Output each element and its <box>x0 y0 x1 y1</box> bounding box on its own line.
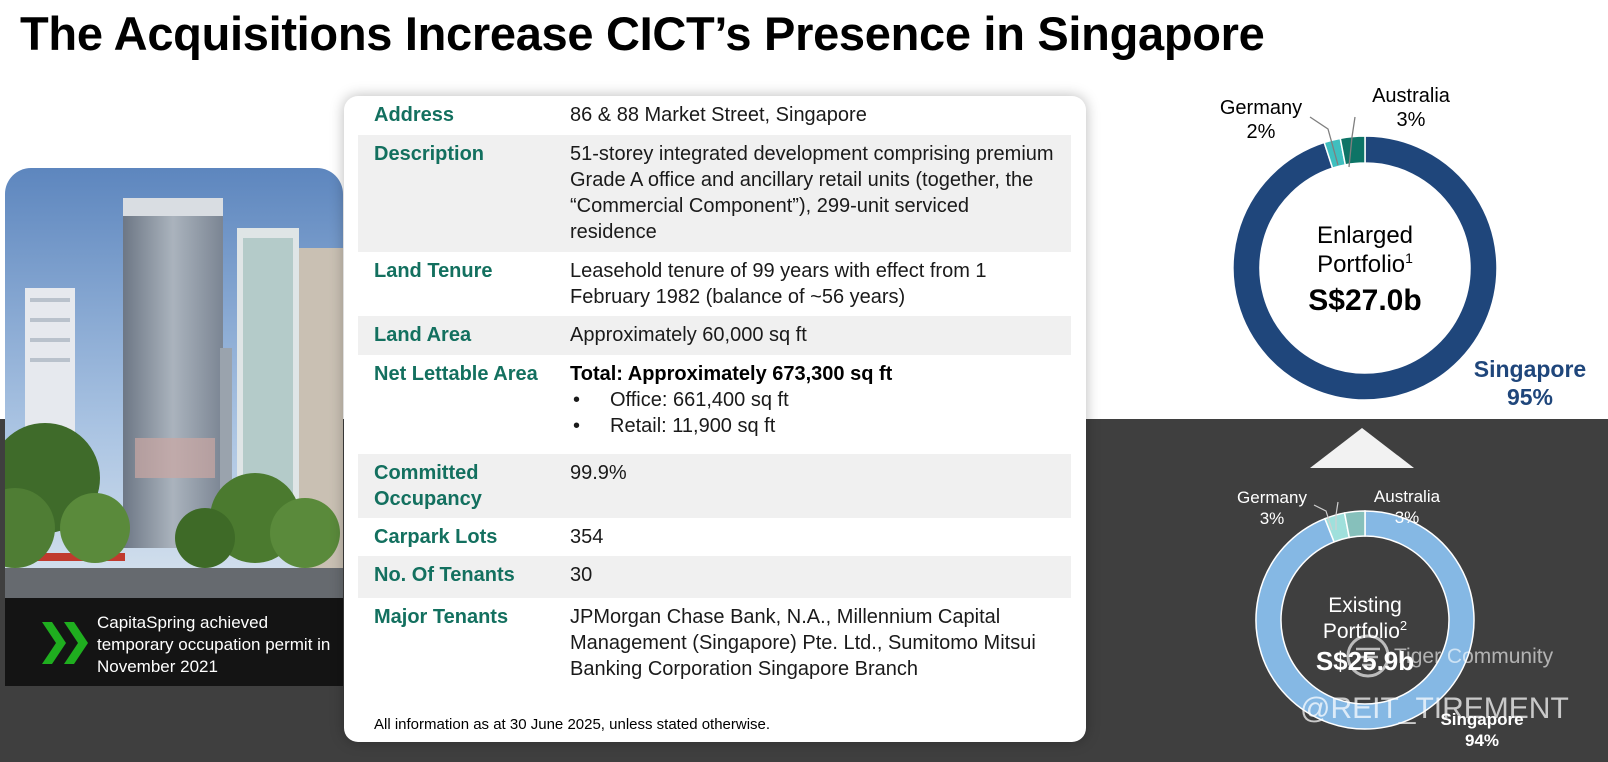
australia-label-existing: Australia <box>1374 487 1441 506</box>
bullet-icon: • <box>573 389 581 411</box>
singapore-label-existing: Singapore <box>1440 710 1523 729</box>
leader-line <box>1335 501 1339 530</box>
tenants-label: No. Of Tenants <box>374 564 515 586</box>
up-triangle-icon <box>1310 428 1414 473</box>
building-photo <box>5 168 343 598</box>
watermark-line1: Tiger Community <box>1394 645 1554 668</box>
tenants-value: 30 <box>570 564 593 586</box>
bullet-icon: • <box>573 415 581 437</box>
tenants-row: No. Of Tenants 30 <box>358 556 1071 598</box>
nla-row: Net Lettable Area Total: Approximately 6… <box>358 355 1071 454</box>
land-area-label: Land Area <box>374 324 472 346</box>
major-tenants-value: JPMorgan Chase Bank, N.A., Millennium Ca… <box>570 606 1036 680</box>
existing-title-line2: Portfolio2 <box>1323 618 1407 643</box>
watermark-line2: @REIT_TIREMENT <box>1300 692 1569 725</box>
existing-title-line1: Existing <box>1328 594 1402 617</box>
existing-title-word: Portfolio <box>1323 620 1400 643</box>
leader-line <box>1309 116 1339 166</box>
donut-charts: Germany 2% Australia 3% Singapore 95% En… <box>1220 85 1586 750</box>
page-title: The Acquisitions Increase CICT’s Presenc… <box>20 7 1265 60</box>
description-value: 51-storey integrated development compris… <box>570 143 1054 243</box>
land-tenure-value: Leasehold tenure of 99 years with effect… <box>570 260 987 308</box>
donut-slice-singapore <box>1232 135 1498 401</box>
existing-superscript: 2 <box>1400 618 1407 633</box>
carpark-label: Carpark Lots <box>374 526 498 548</box>
enlarged-superscript: 1 <box>1405 250 1413 266</box>
enlarged-title-line1: Enlarged <box>1317 222 1413 249</box>
nla-value: Total: Approximately 673,300 sq ft • Offi… <box>570 361 1060 439</box>
singapore-percent: 95% <box>1507 384 1553 410</box>
singapore-label: Singapore <box>1474 356 1586 382</box>
enlarged-value: S$27.0b <box>1308 284 1421 317</box>
carpark-value: 354 <box>570 526 604 548</box>
land-tenure-label: Land Tenure <box>374 260 493 282</box>
leader-line <box>1348 116 1356 168</box>
germany-percent-existing: 3% <box>1260 509 1285 528</box>
address-label: Address <box>374 104 455 126</box>
occupancy-value: 99.9% <box>570 462 627 484</box>
singapore-percent-existing: 94% <box>1465 731 1499 750</box>
donut-slice-australia <box>1343 510 1366 539</box>
nla-retail-item: • Retail: 11,900 sq ft <box>570 413 1060 439</box>
land-tenure-row: Land Tenure Leasehold tenure of 99 years… <box>358 252 1071 316</box>
occupancy-row: Committed Occupancy 99.9% <box>358 454 1071 518</box>
australia-label: Australia <box>1372 85 1451 107</box>
footnote: All information as at 30 June 2025, unle… <box>374 716 771 733</box>
double-chevron-icon <box>42 620 90 666</box>
carpark-row: Carpark Lots 354 <box>358 518 1071 556</box>
donut-slice-singapore <box>1255 510 1475 730</box>
germany-percent: 2% <box>1247 121 1276 143</box>
existing-value: S$25.9b <box>1316 646 1414 676</box>
description-label: Description <box>374 143 485 165</box>
nla-retail: Retail: 11,900 sq ft <box>610 415 776 437</box>
enlarged-title-line2: Portfolio1 <box>1317 250 1413 278</box>
enlarged-title-word: Portfolio <box>1317 251 1405 278</box>
existing-portfolio-donut <box>1255 510 1475 730</box>
nla-label: Net Lettable Area <box>374 363 538 385</box>
address-value: 86 & 88 Market Street, Singapore <box>570 104 867 126</box>
nla-office: Office: 661,400 sq ft <box>610 389 789 411</box>
land-area-value: Approximately 60,000 sq ft <box>570 324 807 346</box>
major-tenants-row: Major Tenants JPMorgan Chase Bank, N.A.,… <box>358 598 1071 690</box>
australia-percent-existing: 3% <box>1395 508 1420 527</box>
germany-label: Germany <box>1220 97 1302 119</box>
australia-percent: 3% <box>1397 109 1426 131</box>
description-row: Description 51-storey integrated develop… <box>358 135 1071 252</box>
occupancy-label: Committed Occupancy <box>374 462 482 510</box>
germany-label-existing: Germany <box>1237 488 1307 507</box>
donut-slice-australia <box>1339 135 1366 166</box>
leader-line <box>1313 504 1333 531</box>
land-area-row: Land Area Approximately 60,000 sq ft <box>358 316 1071 355</box>
nla-total: Total: Approximately 673,300 sq ft <box>570 363 893 385</box>
major-tenants-label: Major Tenants <box>374 606 509 628</box>
nla-office-item: • Office: 661,400 sq ft <box>570 387 1060 413</box>
caption-text: CapitaSpring achieved temporary occupati… <box>97 613 331 676</box>
address-row: Address 86 & 88 Market Street, Singapore <box>358 96 1071 134</box>
tiger-logo-icon <box>1346 634 1390 678</box>
